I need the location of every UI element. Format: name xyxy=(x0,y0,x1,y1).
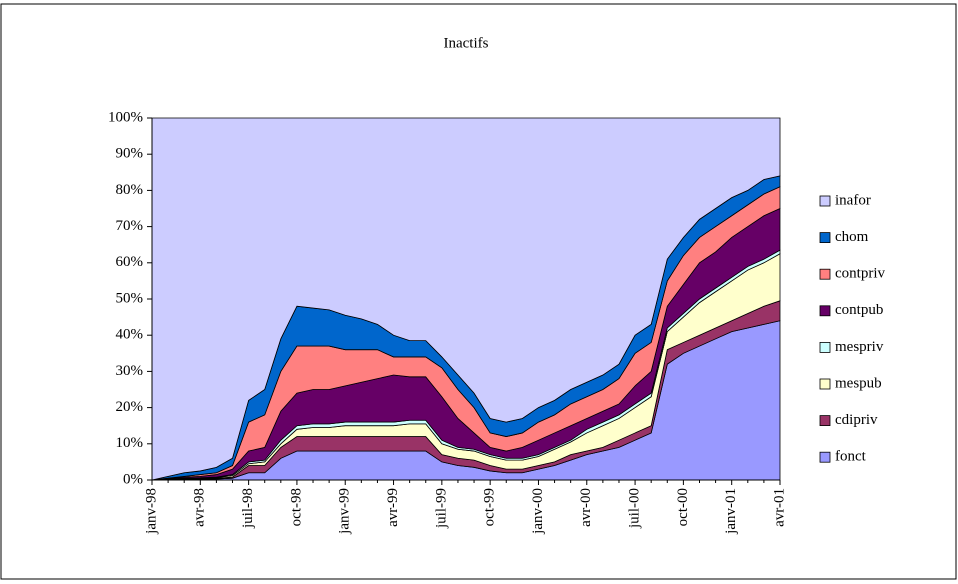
y-tick-label: 80% xyxy=(116,182,144,198)
x-tick-label: avr-99 xyxy=(385,488,401,527)
legend-label: cdipriv xyxy=(835,412,878,428)
legend-swatch xyxy=(819,341,831,353)
x-tick-label: janv-99 xyxy=(337,488,353,535)
legend-label: inafor xyxy=(835,192,871,208)
legend-swatch xyxy=(819,195,831,207)
y-tick-label: 70% xyxy=(116,218,144,234)
x-tick-label: janv-00 xyxy=(530,488,546,535)
legend-swatch xyxy=(819,451,831,463)
legend-label: fonct xyxy=(835,449,867,465)
legend-label: chom xyxy=(835,229,869,245)
x-tick-label: oct-98 xyxy=(288,488,304,526)
legend-swatch xyxy=(819,268,831,280)
x-tick-label: janv-01 xyxy=(723,488,739,535)
legend-swatch xyxy=(819,305,831,317)
x-tick-label: juil-00 xyxy=(627,488,643,529)
x-tick-label: janv-98 xyxy=(143,488,159,535)
x-tick-label: oct-99 xyxy=(482,488,498,526)
x-tick-label: juil-99 xyxy=(433,488,449,529)
x-tick-label: oct-00 xyxy=(675,488,691,526)
legend-swatch xyxy=(819,378,831,390)
legend-swatch xyxy=(819,415,831,427)
area-inafor xyxy=(151,117,781,481)
y-tick-label: 0% xyxy=(123,471,143,487)
y-tick-label: 60% xyxy=(116,254,144,270)
y-tick-label: 90% xyxy=(116,146,144,162)
chart-title: Inactifs xyxy=(444,35,489,51)
x-tick-label: avr-00 xyxy=(578,488,594,527)
x-tick-label: avr-98 xyxy=(192,488,208,527)
y-tick-label: 10% xyxy=(116,435,144,451)
legend-label: contpub xyxy=(835,302,883,318)
legend-label: mespriv xyxy=(835,339,884,355)
x-tick-label: avr-01 xyxy=(771,488,787,527)
y-tick-label: 40% xyxy=(116,327,144,343)
legend-label: mespub xyxy=(835,375,882,391)
y-tick-label: 100% xyxy=(108,109,143,125)
y-tick-label: 30% xyxy=(116,363,144,379)
legend-swatch xyxy=(819,232,831,244)
legend-label: contpriv xyxy=(835,266,885,282)
y-tick-label: 20% xyxy=(116,399,144,415)
y-tick-label: 50% xyxy=(116,290,144,306)
x-tick-label: juil-98 xyxy=(240,488,256,529)
